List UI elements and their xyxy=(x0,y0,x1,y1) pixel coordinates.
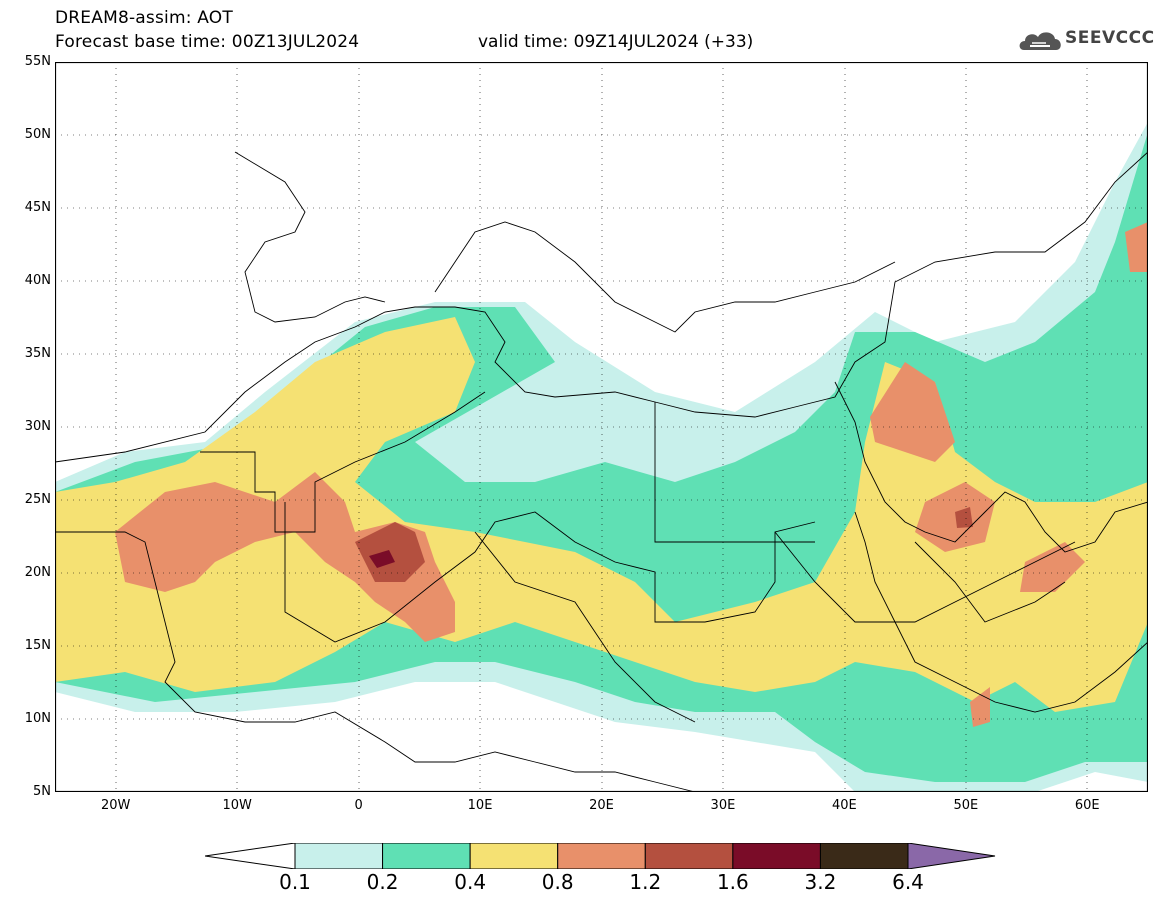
lat-label: 10N xyxy=(24,711,51,726)
colorbar-label: 0.1 xyxy=(279,870,311,894)
colorbar-max-arrow xyxy=(907,843,996,869)
aot-map xyxy=(55,62,1148,792)
colorbar-label: 0.2 xyxy=(366,870,399,894)
colorbar-label: 0.4 xyxy=(454,870,487,894)
colorbar-min-arrow xyxy=(205,843,296,869)
colorbar-box xyxy=(382,843,471,869)
lon-label: 30E xyxy=(710,798,736,813)
aot-0.8-contour-caspian xyxy=(1125,222,1148,272)
colorbar-label: 0.8 xyxy=(541,870,574,894)
lon-label: 20W xyxy=(101,798,131,813)
lat-label: 45N xyxy=(24,200,51,215)
lat-label: 20N xyxy=(24,565,51,580)
aot-0.8-contour-west xyxy=(115,472,455,642)
forecast-base-time: Forecast base time: 00Z13JUL2024 xyxy=(55,32,360,52)
map-title: DREAM8-assim: AOT xyxy=(55,8,233,28)
colorbar-label: 3.2 xyxy=(804,870,837,894)
colorbar-box xyxy=(294,843,384,869)
colorbar-box xyxy=(732,843,821,869)
lon-label: 10W xyxy=(222,798,252,813)
colorbar-label: 1.6 xyxy=(716,870,749,894)
coastlines-borders xyxy=(55,151,1148,792)
lat-label: 5N xyxy=(33,784,51,799)
aot-1.2-contour-arabia xyxy=(955,507,973,528)
cloud-icon xyxy=(1019,32,1061,50)
lat-label: 55N xyxy=(24,54,51,69)
lon-label: 20E xyxy=(589,798,614,813)
colorbar-label: 6.4 xyxy=(892,870,924,894)
lon-label: 60E xyxy=(1074,798,1100,813)
colorbar-box xyxy=(469,843,559,869)
aot-field xyxy=(55,122,1148,792)
lat-label: 50N xyxy=(24,127,51,142)
colorbar-box xyxy=(644,843,734,869)
lon-label: 10E xyxy=(467,798,493,813)
aot-1.6-contour-west xyxy=(369,550,395,568)
logo-text: SEEVCCC xyxy=(1065,28,1155,48)
lat-label: 15N xyxy=(24,638,51,653)
graticule xyxy=(55,62,1148,792)
colorbar-label: 1.2 xyxy=(629,870,662,894)
colorbar xyxy=(205,843,996,869)
lon-label: 50E xyxy=(953,798,979,813)
lat-label: 40N xyxy=(24,273,51,288)
lat-label: 35N xyxy=(24,346,51,361)
valid-time: valid time: 09Z14JUL2024 (+33) xyxy=(478,32,754,52)
aot-0.8-contour-arabia xyxy=(870,362,1085,727)
lon-label: 0 xyxy=(354,798,363,813)
lat-label: 30N xyxy=(24,419,51,434)
lon-label: 40E xyxy=(831,798,857,813)
lat-label: 25N xyxy=(24,492,51,507)
colorbar-box xyxy=(819,843,909,869)
colorbar-box xyxy=(557,843,646,869)
